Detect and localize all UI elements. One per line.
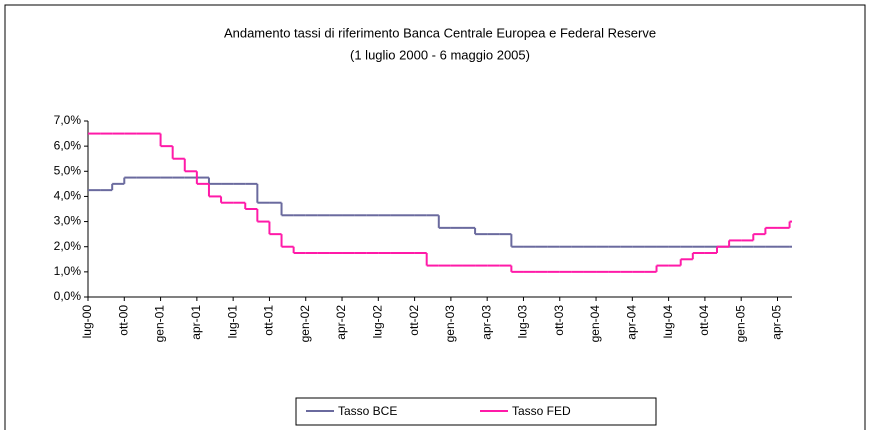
y-tick-label: 7,0%	[54, 113, 82, 127]
x-tick-label: lug-01	[225, 305, 239, 339]
x-tick-label: ott-02	[407, 305, 421, 336]
y-tick-label: 1,0%	[54, 264, 82, 278]
legend-label: Tasso BCE	[338, 404, 397, 418]
chart-frame	[4, 4, 866, 430]
x-tick-label: gen-01	[153, 305, 167, 343]
x-tick-label: lug-00	[80, 305, 94, 339]
chart-title: Andamento tassi di riferimento Banca Cen…	[224, 25, 656, 40]
x-tick-label: ott-01	[262, 305, 276, 336]
x-tick-label: apr-01	[189, 305, 203, 340]
x-tick-label: apr-03	[479, 305, 493, 340]
x-tick-label: gen-04	[588, 305, 602, 343]
x-tick-label: gen-03	[443, 305, 457, 343]
x-tick-label: ott-00	[116, 305, 130, 336]
x-tick-label: lug-04	[661, 305, 675, 339]
chart-subtitle: (1 luglio 2000 - 6 maggio 2005)	[350, 47, 530, 62]
x-tick-label: apr-02	[334, 305, 348, 340]
x-tick-label: gen-02	[298, 305, 312, 343]
y-tick-label: 5,0%	[54, 163, 82, 177]
x-tick-label: ott-04	[697, 305, 711, 336]
x-tick-label: lug-03	[516, 305, 530, 339]
y-tick-label: 3,0%	[54, 214, 82, 228]
x-tick-label: apr-04	[625, 305, 639, 340]
y-tick-label: 2,0%	[54, 239, 82, 253]
x-tick-label: apr-05	[770, 305, 784, 340]
y-tick-label: 0,0%	[54, 289, 82, 303]
legend	[295, 397, 657, 426]
x-tick-label: ott-03	[552, 305, 566, 336]
x-tick-label: gen-05	[733, 305, 747, 343]
x-tick-label: lug-02	[370, 305, 384, 339]
legend-label: Tasso FED	[512, 404, 571, 418]
y-tick-label: 6,0%	[54, 138, 82, 152]
y-tick-label: 4,0%	[54, 189, 82, 203]
